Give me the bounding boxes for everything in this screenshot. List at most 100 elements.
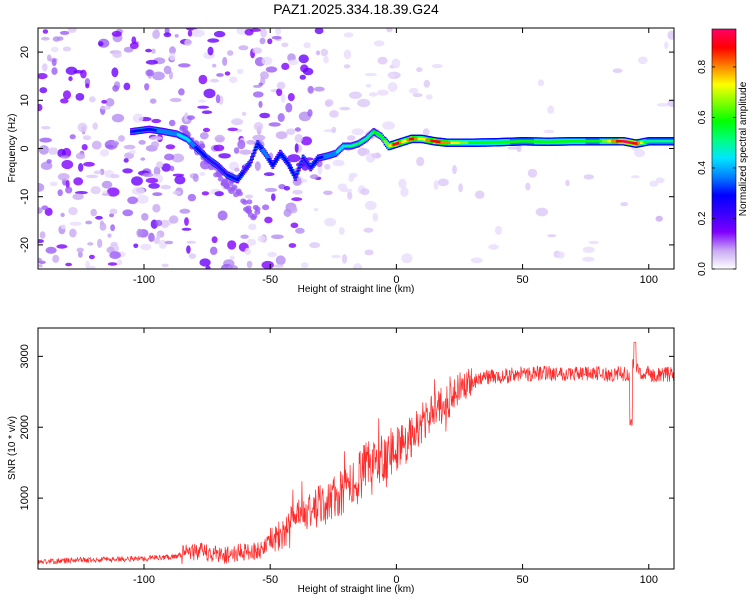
x-tick-label: -100 bbox=[133, 574, 155, 586]
spectrogram-noise-blob bbox=[90, 208, 97, 217]
spectrogram-noise-blob bbox=[260, 28, 267, 38]
spectrogram-noise-blob bbox=[287, 59, 299, 66]
spectrogram-ridge-core bbox=[246, 165, 249, 168]
spectrogram-noise-blob bbox=[634, 149, 646, 158]
spectrogram-ridge-core bbox=[258, 145, 262, 149]
spectrogram-noise-blob bbox=[488, 244, 499, 250]
spectrogram-ridge-core bbox=[672, 140, 674, 143]
spectrogram-noise-blob bbox=[231, 118, 244, 126]
spectrogram-noise-blob bbox=[186, 240, 197, 244]
spectrogram-noise-blob bbox=[612, 68, 623, 73]
spectrogram-noise-blob bbox=[313, 86, 325, 92]
spectrogram-noise-blob bbox=[649, 180, 659, 187]
spectrogram-noise-blob bbox=[667, 99, 674, 107]
spectrogram-noise-blob bbox=[99, 149, 110, 157]
spectrogram-ridge-core bbox=[309, 166, 313, 169]
spectrogram-noise-blob bbox=[229, 255, 235, 261]
spectrogram-streak-blob bbox=[254, 209, 261, 215]
spectrogram-noise-blob bbox=[271, 193, 276, 201]
spectrogram-noise-blob bbox=[89, 96, 96, 103]
spectrogram-noise-blob bbox=[216, 73, 224, 77]
spectrogram-ridge-core bbox=[276, 156, 280, 159]
spectrogram-noise-blob bbox=[294, 143, 299, 153]
spectrogram-ridge-core bbox=[281, 155, 285, 158]
spectrogram-noise-blob bbox=[62, 90, 72, 100]
spectrogram-noise-blob bbox=[288, 243, 297, 248]
spectrogram-noise-blob bbox=[494, 225, 503, 235]
spectrogram-noise-blob bbox=[110, 241, 118, 247]
spectrogram-ridge-core bbox=[223, 171, 227, 174]
spectrogram-noise-blob bbox=[372, 212, 379, 222]
spectrogram-noise-blob bbox=[360, 188, 370, 196]
spectrogram-ridge-core bbox=[253, 148, 257, 152]
spectrogram-noise-blob bbox=[186, 245, 191, 254]
spectrogram-noise-blob bbox=[111, 30, 122, 37]
spectrogram-noise-blob bbox=[69, 228, 77, 238]
spectrogram-ridge-core bbox=[260, 147, 263, 150]
spectrogram-noise-blob bbox=[273, 264, 284, 268]
spectrogram-noise-blob bbox=[151, 48, 156, 54]
spectrogram-noise-blob bbox=[140, 157, 146, 161]
colorbar-frame bbox=[711, 28, 737, 270]
spectrogram-noise-blob bbox=[153, 166, 161, 177]
spectrogram-noise-blob bbox=[248, 223, 257, 231]
spectrogram-noise-blob bbox=[88, 254, 95, 260]
spectrogram-noise-blob bbox=[68, 76, 73, 82]
spectrogram-ridge-core bbox=[292, 173, 296, 177]
spectrogram-noise-blob bbox=[152, 29, 161, 39]
spectrogram-streak-blob bbox=[208, 165, 215, 171]
spectrogram-noise-blob bbox=[281, 42, 289, 48]
spectrogram-noise-blob bbox=[42, 63, 48, 72]
y-tick-label: 1000 bbox=[19, 486, 31, 510]
spectrogram-noise-blob bbox=[218, 153, 231, 159]
x-tick-label: 0 bbox=[393, 274, 399, 286]
spectrogram-ridge-core bbox=[386, 143, 389, 146]
spectrogram-noise-blob bbox=[172, 190, 181, 195]
spectrogram-noise-blob bbox=[507, 146, 521, 150]
spectrogram-noise-blob bbox=[290, 222, 299, 229]
spectrogram-noise-blob bbox=[583, 174, 594, 180]
spectrogram-noise-blob bbox=[141, 213, 149, 221]
spectrogram-ridge-core bbox=[273, 160, 277, 163]
spectrogram-noise-blob bbox=[209, 78, 220, 83]
spectrogram-noise-blob bbox=[267, 38, 273, 45]
spectrogram-noise-blob bbox=[227, 127, 238, 132]
spectrogram-ridge-core bbox=[237, 176, 241, 180]
spectrogram-ridge-core bbox=[265, 154, 268, 157]
spectrogram-noise-blob bbox=[667, 30, 674, 40]
snr-panel: -100 -50 0 50 100 1000 2000 3000 Height of str… bbox=[7, 327, 675, 595]
spectrogram-noise-blob bbox=[227, 240, 237, 250]
spectrogram-noise-blob bbox=[152, 203, 161, 213]
spectrogram-noise-blob bbox=[280, 93, 286, 103]
spectrogram-noise-blob bbox=[123, 144, 136, 150]
spectrogram-noise-blob bbox=[271, 234, 284, 240]
spectrogram-noise-blob bbox=[324, 100, 332, 107]
spectrogram-noise-blob bbox=[144, 83, 150, 91]
spectrogram-noise-blob bbox=[83, 161, 95, 167]
x-tick-label: 50 bbox=[516, 574, 528, 586]
spectrogram-noise-blob bbox=[127, 196, 138, 205]
spectrogram-noise-blob bbox=[401, 253, 413, 264]
spectrogram-noise-blob bbox=[357, 98, 371, 108]
spectrogram-noise-blob bbox=[85, 220, 93, 225]
spectrogram-ridge-core bbox=[282, 156, 286, 160]
spectrogram-noise-blob bbox=[543, 129, 555, 134]
spectrogram-noise-blob bbox=[275, 131, 288, 140]
spectrogram-noise-blob bbox=[136, 194, 149, 204]
spectrogram-streak-blob bbox=[246, 208, 253, 214]
spectrogram-streak-blob bbox=[227, 181, 234, 187]
spectrogram-noise-blob bbox=[38, 260, 46, 264]
spectrogram-noise-blob bbox=[317, 164, 323, 175]
spectrogram-noise-blob bbox=[61, 159, 74, 170]
spectrogram-ridge-core bbox=[279, 152, 282, 155]
spectrogram-ridge-core bbox=[255, 145, 258, 149]
spectrogram-noise-blob bbox=[287, 154, 301, 163]
spectrogram-noise-blob bbox=[474, 190, 485, 199]
spectrogram-noise-blob bbox=[341, 253, 348, 264]
spectrogram-noise-blob bbox=[107, 262, 118, 266]
spectrogram-noise-blob bbox=[60, 98, 69, 104]
spectrogram-noise-blob bbox=[39, 87, 48, 94]
spectrogram-noise-blob bbox=[281, 62, 290, 70]
spectrogram-ridge-core bbox=[379, 135, 383, 138]
